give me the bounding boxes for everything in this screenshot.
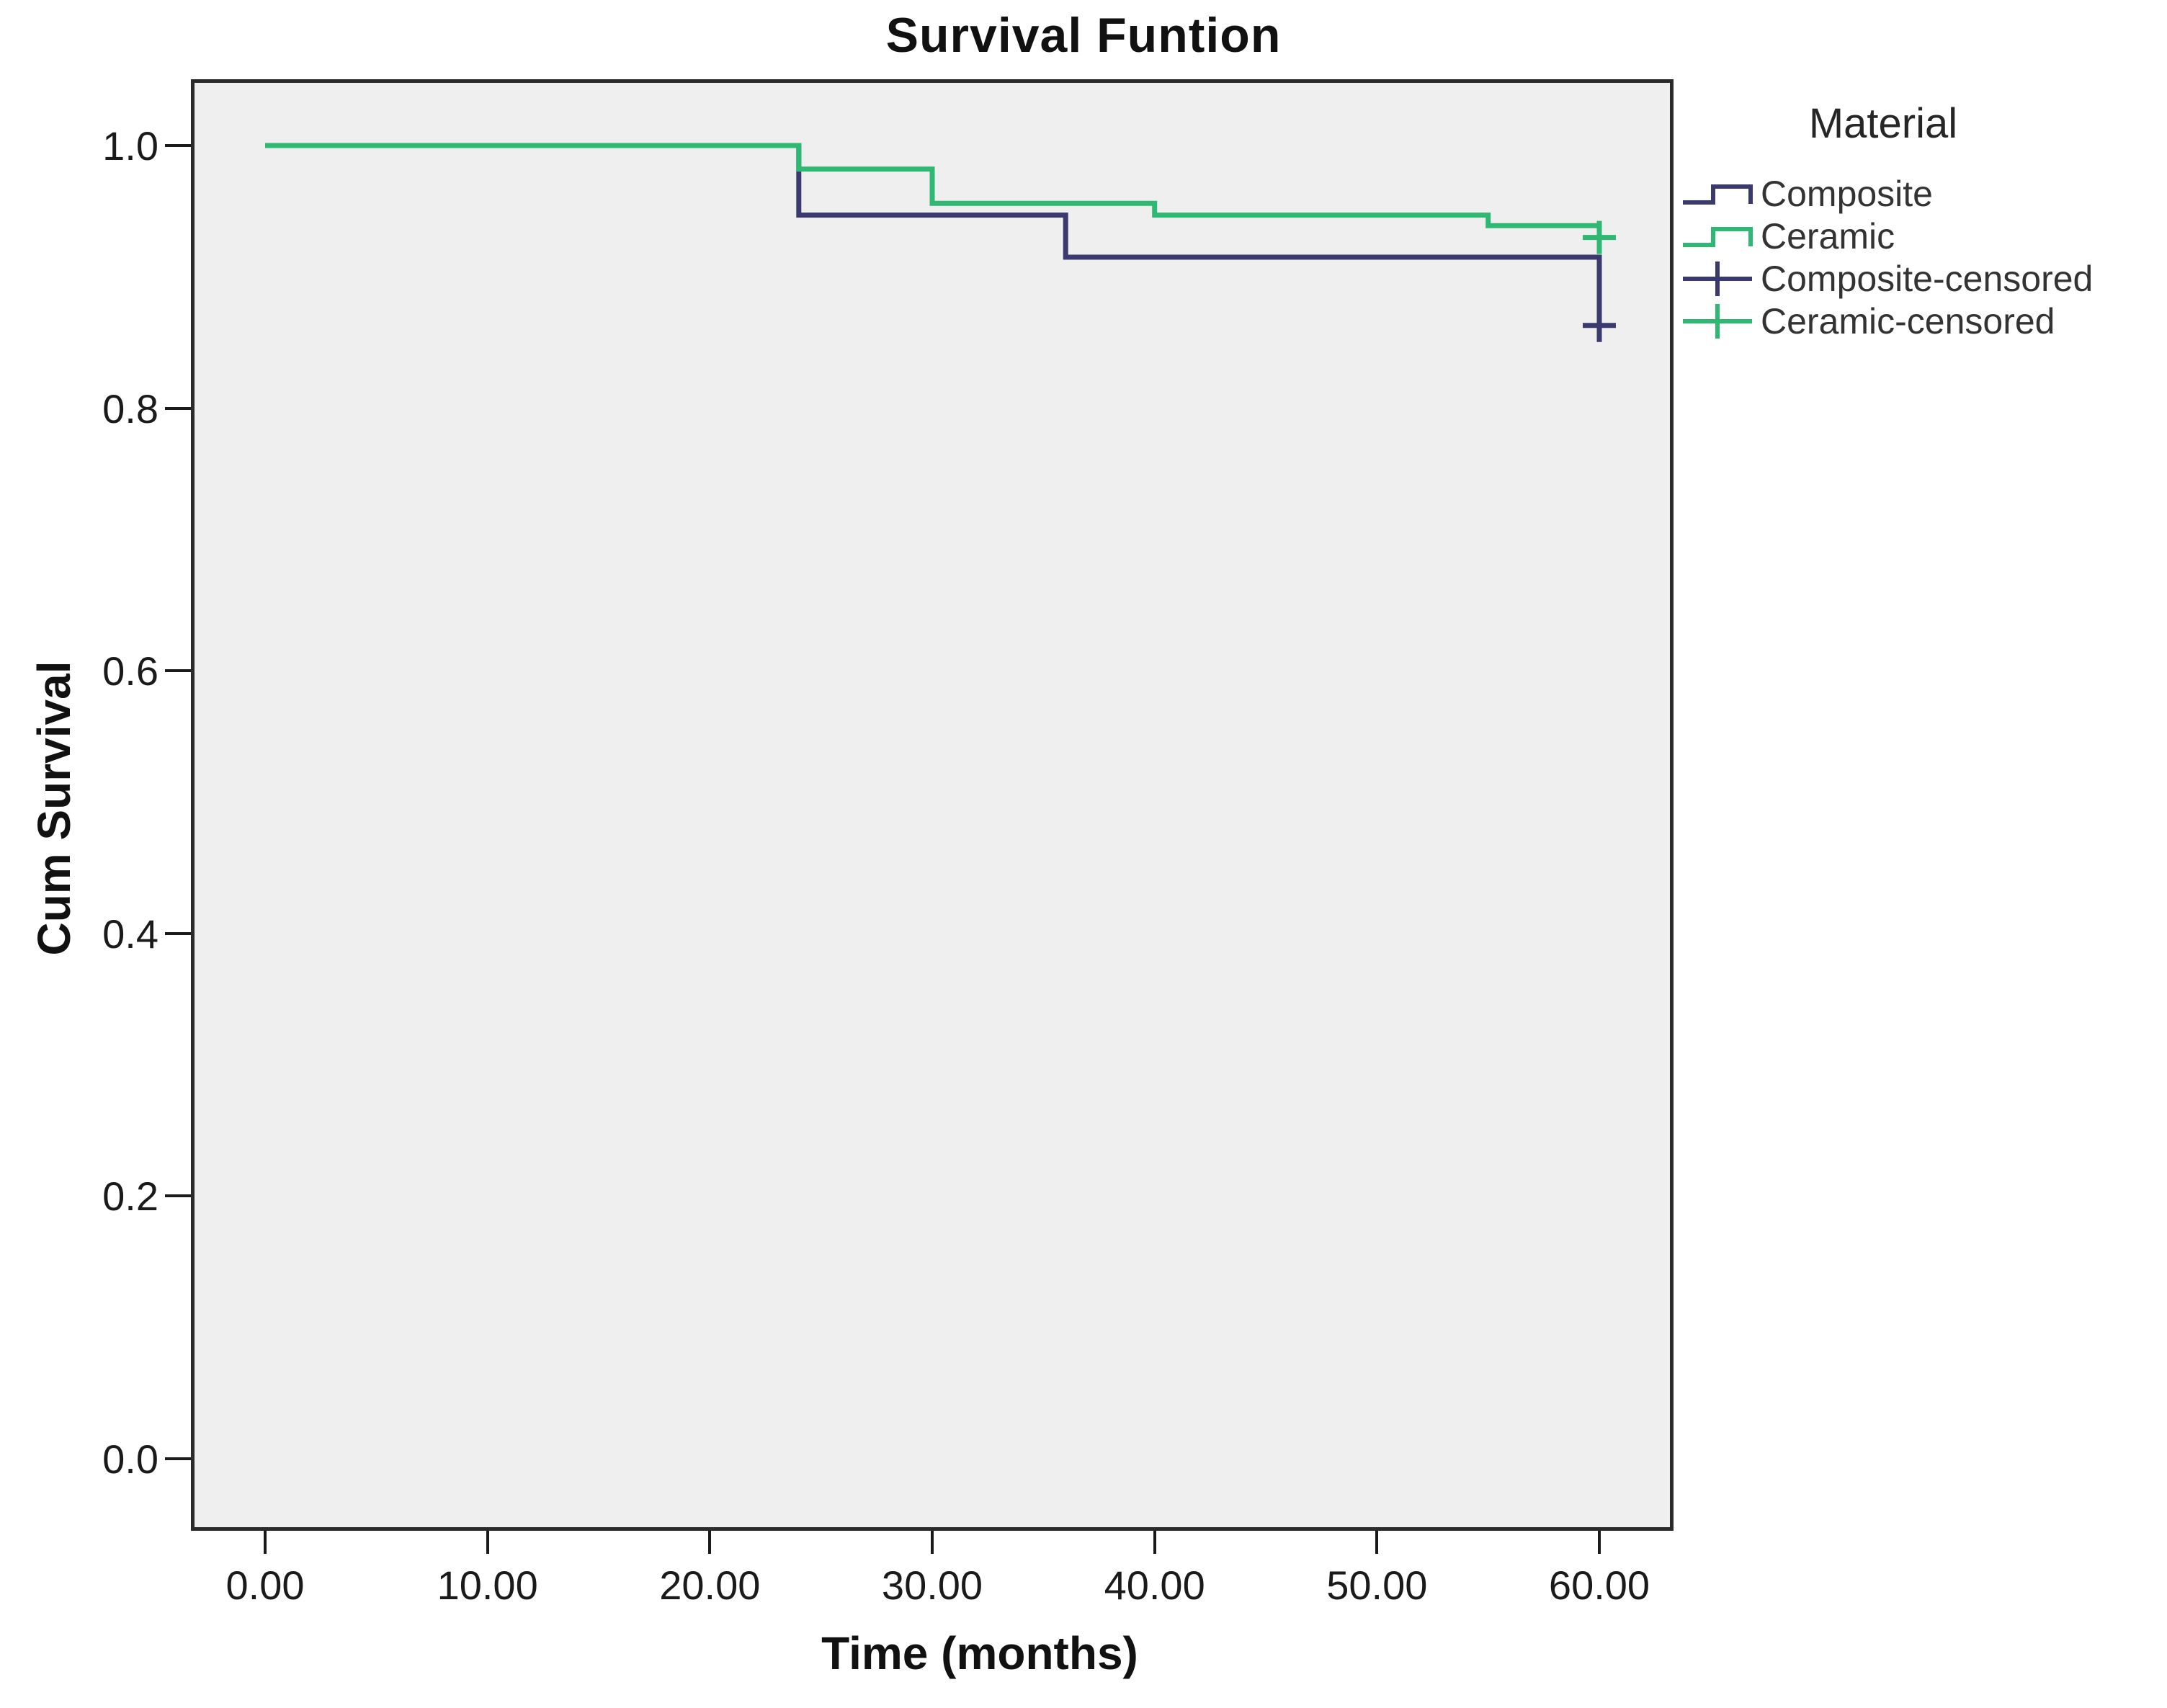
x-tick (1375, 1531, 1379, 1554)
plus-censored-icon (1683, 261, 1752, 296)
x-tick-label: 50.00 (1326, 1562, 1428, 1608)
chart-title: Survival Funtion (885, 8, 1282, 63)
x-tick-label: 10.00 (437, 1562, 538, 1608)
legend-label: Ceramic-censored (1761, 300, 2055, 341)
x-tick (931, 1531, 934, 1554)
y-tick (165, 406, 191, 410)
x-tick-label: 40.00 (1104, 1562, 1205, 1608)
x-tick-label: 60.00 (1548, 1562, 1650, 1608)
y-tick-label: 0.2 (102, 1173, 158, 1220)
y-tick (165, 1194, 191, 1198)
x-tick (1598, 1531, 1601, 1554)
censored-marker-composite (1583, 308, 1616, 342)
survival-curves-canvas (265, 143, 1616, 342)
step-line-icon (1683, 226, 1753, 247)
y-tick-label: 0.4 (102, 911, 158, 957)
step-line-icon (1683, 184, 1753, 205)
y-tick-label: 0.0 (102, 1436, 158, 1482)
y-tick-label: 0.8 (102, 385, 158, 432)
legend-rows: Composite Ceramic Composite-censored Cerami… (1681, 172, 2167, 342)
x-tick-label: 30.00 (881, 1562, 983, 1608)
y-tick-label: 1.0 (102, 123, 158, 169)
y-axis-label: Cum Survival (28, 661, 80, 956)
x-tick-label: 0.00 (225, 1562, 305, 1608)
legend-item-ceramic-censored: Ceramic-censored (1681, 300, 2167, 342)
legend: Material Composite Ceramic Composite-censo… (1681, 99, 2167, 342)
censored-marker-ceramic (1583, 220, 1616, 254)
legend-label: Composite (1761, 173, 1933, 214)
legend-item-composite-censored: Composite-censored (1681, 257, 2167, 300)
x-axis-label: Time (months) (821, 1627, 1138, 1679)
legend-item-composite: Composite (1681, 172, 2167, 215)
y-tick (165, 669, 191, 673)
y-tick (165, 144, 191, 147)
plot-area (191, 79, 1674, 1531)
x-tick (708, 1531, 712, 1554)
legend-item-ceramic: Ceramic (1681, 215, 2167, 257)
legend-label: Composite-censored (1761, 258, 2094, 299)
x-tick-label: 20.00 (659, 1562, 761, 1608)
y-tick (165, 931, 191, 935)
y-tick-label: 0.6 (102, 648, 158, 694)
legend-label: Ceramic (1761, 215, 1895, 256)
legend-title: Material (1808, 100, 1958, 147)
survival-curve-ceramic (265, 143, 1602, 238)
plus-censored-icon (1683, 303, 1752, 339)
x-tick (1153, 1531, 1156, 1554)
y-tick (165, 1457, 191, 1460)
x-tick (264, 1531, 267, 1554)
x-tick (486, 1531, 489, 1554)
